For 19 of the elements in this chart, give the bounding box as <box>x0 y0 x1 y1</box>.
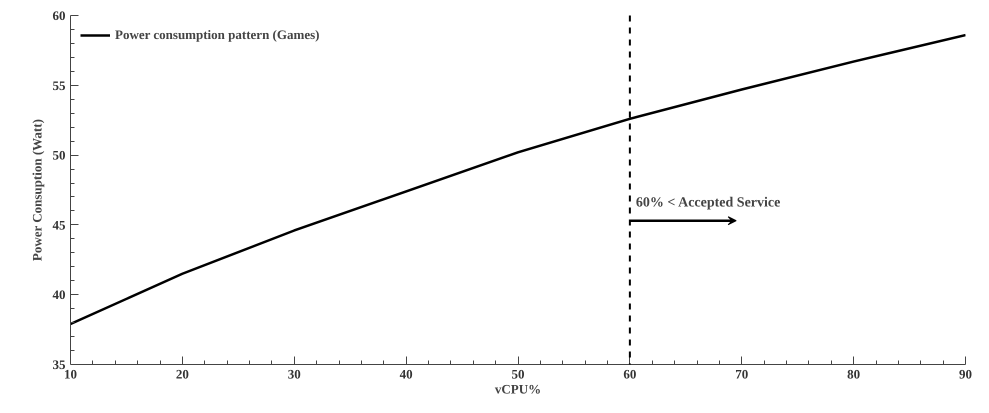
legend-label: Power consumption pattern (Games) <box>115 27 320 43</box>
x-tick-label: 20 <box>176 366 189 382</box>
y-axis-title: Power Consuption (Watt) <box>30 119 44 262</box>
x-tick-label: 30 <box>288 366 301 382</box>
y-tick-label: 45 <box>52 217 66 232</box>
y-tick-label: 35 <box>52 357 66 372</box>
y-tick-label: 40 <box>52 287 66 302</box>
annotation: 60% < Accepted Service <box>636 196 780 211</box>
x-tick-label: 90 <box>959 366 972 382</box>
x-axis-title: vCPU% <box>494 382 542 396</box>
x-tick-label: 10 <box>64 366 77 382</box>
x-tick-label: 50 <box>512 366 524 382</box>
x-tick-label: 80 <box>847 366 860 382</box>
x-tick-label: 70 <box>735 366 748 382</box>
x-tick-label: 40 <box>400 366 413 382</box>
y-tick-label: 60 <box>52 8 66 23</box>
y-tick-label: 50 <box>52 148 66 163</box>
x-tick-label: 60 <box>623 366 636 382</box>
y-tick-label: 55 <box>52 78 66 93</box>
